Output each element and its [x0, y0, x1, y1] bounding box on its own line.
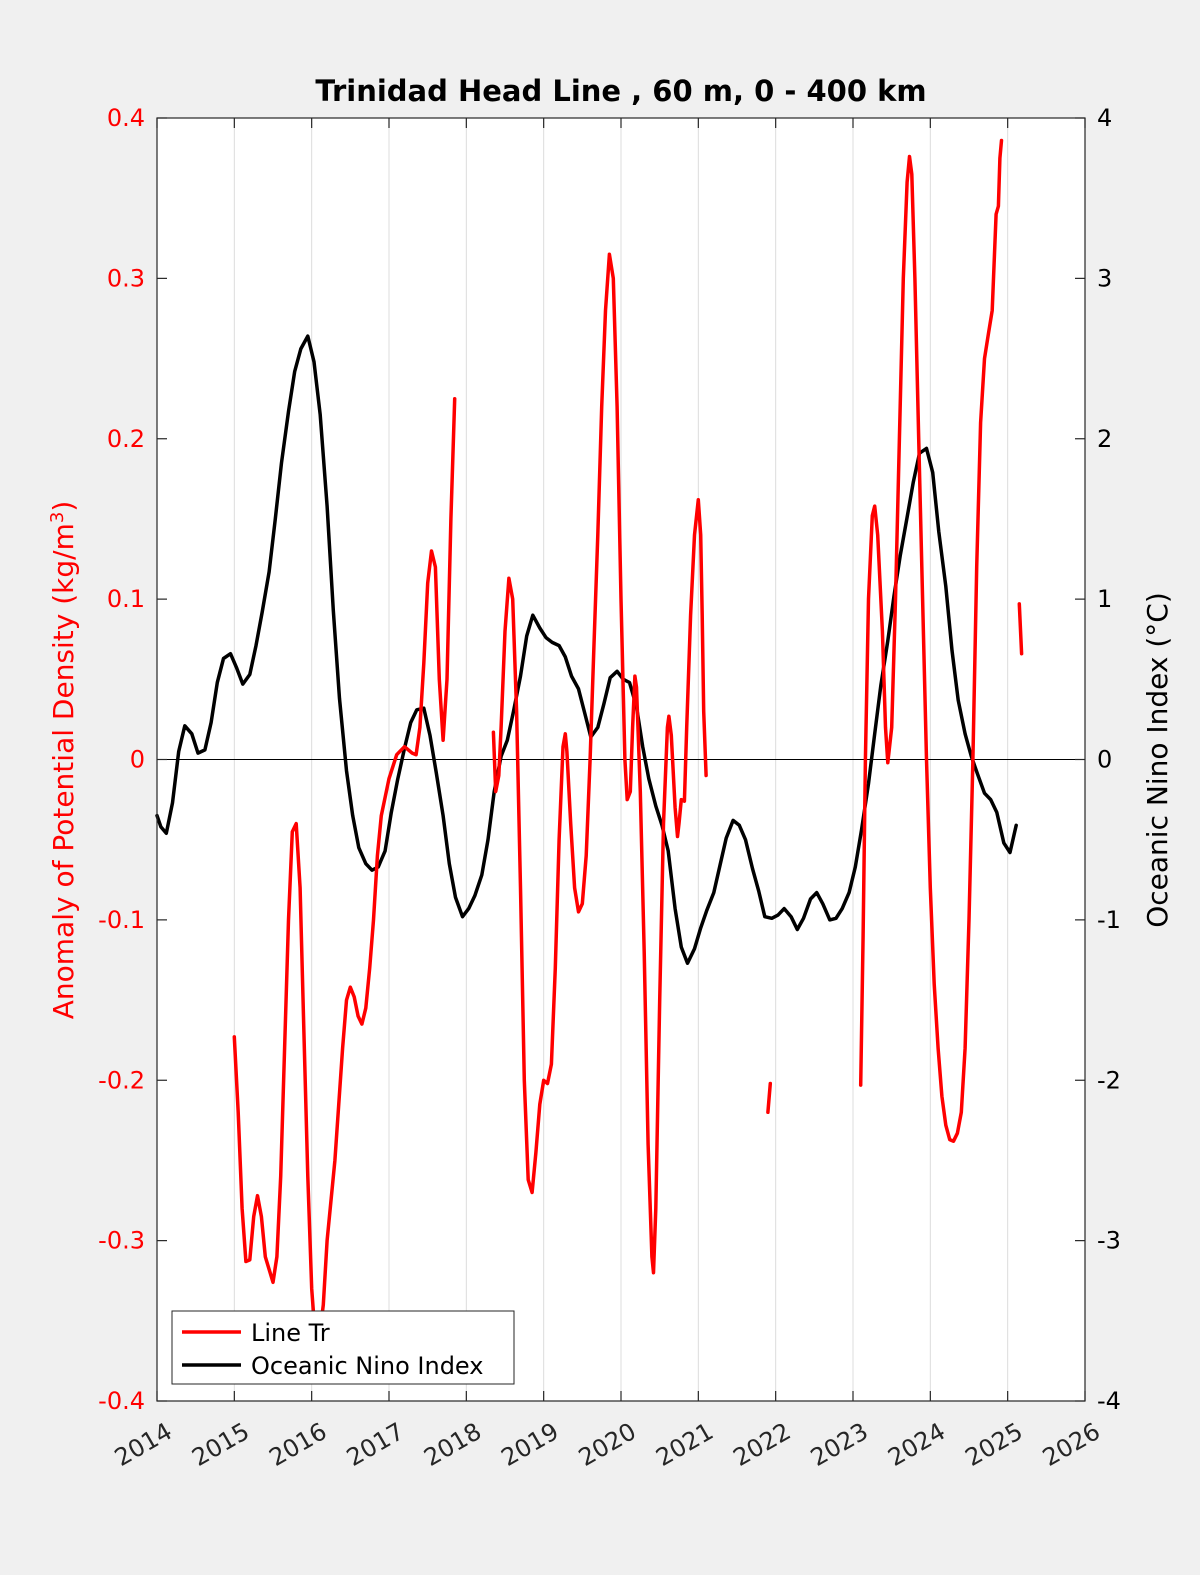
y-left-tick-label: -0.4 — [98, 1387, 145, 1415]
line-tr-segment-4 — [1017, 602, 1024, 656]
y-left-label-main: Anomaly of Potential Density (kg/m — [47, 523, 80, 1019]
y-left-tick-label: 0.3 — [107, 264, 145, 292]
line-tr-segment-0 — [232, 396, 457, 1342]
y-left-axis-label: Anomaly of Potential Density (kg/m3) — [47, 501, 81, 1020]
y-right-tick-label: -2 — [1097, 1066, 1121, 1094]
legend-label-line-tr: Line Tr — [251, 1319, 330, 1347]
y-left-tick-label: -0.1 — [98, 906, 145, 934]
y-left-tick-label: 0.1 — [107, 585, 145, 613]
y-left-tick-label: 0.4 — [107, 104, 145, 132]
y-left-tick-label: 0.2 — [107, 425, 145, 453]
y-right-tick-label: -4 — [1097, 1387, 1121, 1415]
legend: Line Tr Oceanic Nino Index — [171, 1310, 515, 1385]
y-right-tick-label: -1 — [1097, 906, 1121, 934]
y-right-tick-label: 3 — [1097, 264, 1112, 292]
line-tr-segment-2 — [766, 1081, 773, 1115]
y-right-tick-label: 1 — [1097, 585, 1112, 613]
y-right-axis-label: Oceanic Nino Index (°C) — [1141, 592, 1174, 928]
y-left-tick-label: -0.2 — [98, 1066, 145, 1094]
y-left-tick-label: -0.3 — [98, 1227, 145, 1255]
y-right-tick-label: 0 — [1097, 746, 1112, 774]
legend-box — [171, 1310, 515, 1385]
series-layer — [155, 138, 1024, 1342]
line-tr-segment-3 — [858, 138, 1004, 1143]
chart-title: Trinidad Head Line , 60 m, 0 - 400 km — [315, 74, 926, 108]
legend-label-oni: Oceanic Nino Index — [251, 1352, 483, 1380]
y-left-label-end: ) — [47, 501, 80, 512]
y-left-label-superscript: 3 — [47, 512, 68, 523]
line-tr-segment-1 — [491, 252, 708, 1275]
y-right-tick-label: 2 — [1097, 425, 1112, 453]
y-left-tick-label: 0 — [130, 746, 145, 774]
y-right-tick-label: 4 — [1097, 104, 1112, 132]
oni-line-segment-0 — [155, 334, 1018, 965]
y-right-tick-label: -3 — [1097, 1227, 1121, 1255]
